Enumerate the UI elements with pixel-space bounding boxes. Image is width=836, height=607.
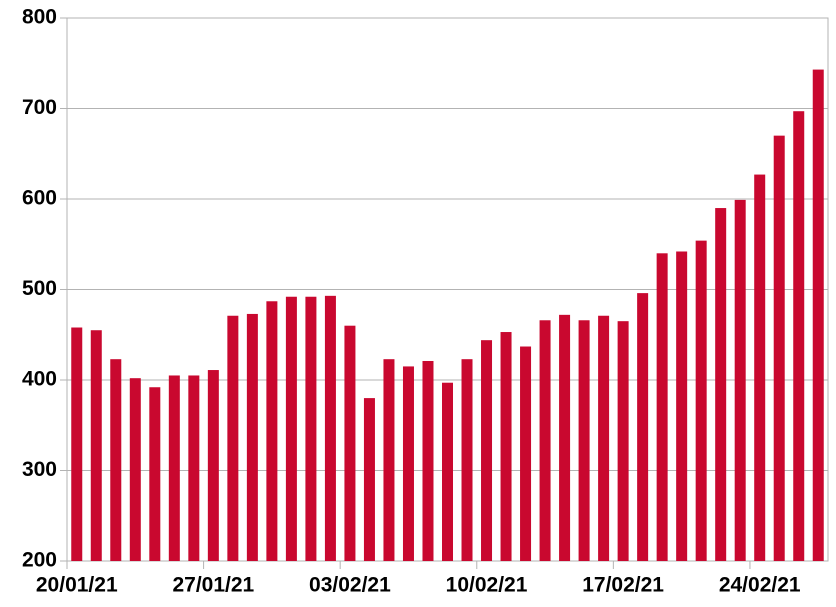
bar xyxy=(422,360,434,561)
bar xyxy=(520,346,532,561)
bar xyxy=(539,320,551,561)
y-tick-label: 600 xyxy=(22,187,57,210)
y-tick-label: 300 xyxy=(22,458,57,481)
bar xyxy=(578,320,590,561)
y-tick-label: 400 xyxy=(22,368,57,391)
bar xyxy=(227,315,239,561)
bar xyxy=(71,327,83,561)
bar xyxy=(500,332,512,561)
x-tick-label: 20/01/21 xyxy=(36,574,118,597)
bar xyxy=(324,295,336,561)
bar xyxy=(402,366,414,561)
bar xyxy=(656,253,668,562)
y-tick-label: 800 xyxy=(22,6,57,29)
bar xyxy=(149,387,161,561)
bar xyxy=(676,251,688,562)
bar xyxy=(266,301,278,561)
x-tick-label: 24/02/21 xyxy=(719,574,801,597)
bar xyxy=(695,240,707,561)
bar xyxy=(773,135,785,561)
bar xyxy=(617,321,629,561)
bar xyxy=(363,398,375,561)
bar xyxy=(793,111,805,561)
y-tick-label: 500 xyxy=(22,277,57,300)
bar xyxy=(207,370,219,561)
bar xyxy=(129,378,141,561)
bar xyxy=(188,375,200,561)
x-tick-label: 10/02/21 xyxy=(446,574,528,597)
bar xyxy=(110,359,122,561)
bar xyxy=(734,199,746,561)
x-tick-label: 17/02/21 xyxy=(582,574,664,597)
y-tick-label: 200 xyxy=(22,549,57,572)
bar xyxy=(285,296,297,561)
bar xyxy=(442,382,453,561)
x-tick-label: 27/01/21 xyxy=(172,574,254,597)
bar xyxy=(246,313,258,561)
bar xyxy=(461,359,473,561)
bar xyxy=(305,296,317,561)
y-tick-label: 700 xyxy=(22,96,57,119)
bar xyxy=(559,314,571,561)
bar xyxy=(598,315,610,561)
bar xyxy=(637,293,649,561)
bar xyxy=(90,330,102,561)
bar xyxy=(812,69,824,562)
bar xyxy=(344,325,356,561)
x-tick-label: 03/02/21 xyxy=(309,574,391,597)
bar xyxy=(168,375,180,561)
bar xyxy=(715,208,727,562)
bar xyxy=(383,359,395,561)
bar xyxy=(754,174,766,561)
bar xyxy=(481,340,493,561)
